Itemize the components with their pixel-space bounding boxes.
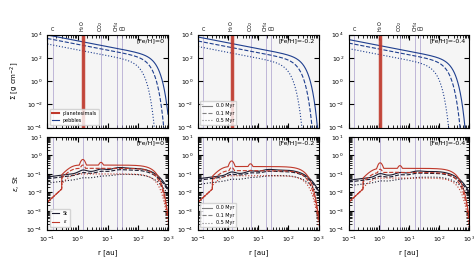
Text: C: C	[352, 27, 356, 32]
Text: CO: CO	[417, 27, 424, 32]
Text: H$_2$O: H$_2$O	[227, 20, 236, 32]
Y-axis label: $\varepsilon$, St: $\varepsilon$, St	[11, 175, 21, 192]
Text: CO: CO	[268, 27, 275, 32]
Text: CO: CO	[118, 27, 126, 32]
Text: CO$_2$: CO$_2$	[395, 21, 404, 32]
Text: [Fe/H]=-0.4: [Fe/H]=-0.4	[429, 38, 465, 44]
Text: [Fe/H]=0: [Fe/H]=0	[137, 140, 164, 146]
Text: [Fe/H]=0: [Fe/H]=0	[137, 38, 164, 44]
Text: CH$_4$: CH$_4$	[262, 21, 271, 32]
Legend: St, $\varepsilon$: St, $\varepsilon$	[50, 209, 70, 227]
Legend: planetesimals, pebbles: planetesimals, pebbles	[50, 109, 99, 125]
Text: C: C	[201, 27, 205, 32]
Text: H$_2$O: H$_2$O	[78, 20, 87, 32]
Text: [Fe/H]=-0.2: [Fe/H]=-0.2	[279, 140, 315, 146]
Text: H$_2$O: H$_2$O	[376, 20, 384, 32]
Text: CO$_2$: CO$_2$	[246, 21, 255, 32]
Y-axis label: $\Sigma$ [g cm$^{-2}$]: $\Sigma$ [g cm$^{-2}$]	[8, 62, 21, 100]
Legend: 0.0 Myr, 0.1 Myr, 0.5 Myr: 0.0 Myr, 0.1 Myr, 0.5 Myr	[201, 101, 237, 125]
Legend: 0.0 Myr, 0.1 Myr, 0.5 Myr: 0.0 Myr, 0.1 Myr, 0.5 Myr	[201, 203, 237, 227]
X-axis label: r [au]: r [au]	[98, 249, 118, 256]
X-axis label: r [au]: r [au]	[399, 249, 419, 256]
Text: CH$_4$: CH$_4$	[410, 21, 419, 32]
Text: CO$_2$: CO$_2$	[97, 21, 105, 32]
Text: C: C	[51, 27, 55, 32]
Text: [Fe/H]=-0.2: [Fe/H]=-0.2	[279, 38, 315, 44]
X-axis label: r [au]: r [au]	[249, 249, 268, 256]
Text: [Fe/H]=-0.4: [Fe/H]=-0.4	[429, 140, 465, 146]
Text: CH$_4$: CH$_4$	[112, 21, 121, 32]
